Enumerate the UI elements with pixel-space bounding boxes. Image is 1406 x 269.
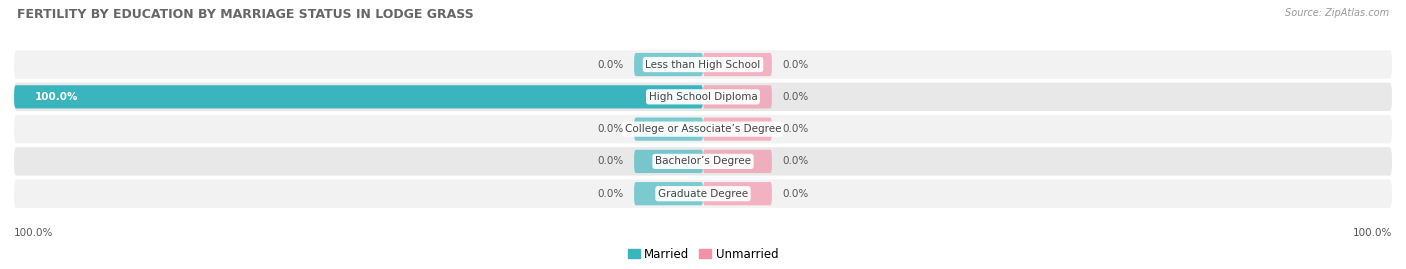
- Text: Graduate Degree: Graduate Degree: [658, 189, 748, 199]
- FancyBboxPatch shape: [14, 115, 1392, 143]
- Text: 100.0%: 100.0%: [1353, 228, 1392, 238]
- Text: 0.0%: 0.0%: [598, 156, 624, 167]
- FancyBboxPatch shape: [634, 150, 703, 173]
- Text: Less than High School: Less than High School: [645, 59, 761, 70]
- FancyBboxPatch shape: [14, 179, 1392, 208]
- Text: 0.0%: 0.0%: [598, 124, 624, 134]
- Text: College or Associate’s Degree: College or Associate’s Degree: [624, 124, 782, 134]
- FancyBboxPatch shape: [634, 182, 703, 205]
- Text: 0.0%: 0.0%: [782, 59, 808, 70]
- Text: 0.0%: 0.0%: [782, 156, 808, 167]
- FancyBboxPatch shape: [703, 150, 772, 173]
- Text: 100.0%: 100.0%: [14, 228, 53, 238]
- FancyBboxPatch shape: [703, 53, 772, 76]
- Text: 0.0%: 0.0%: [598, 59, 624, 70]
- Text: 0.0%: 0.0%: [782, 124, 808, 134]
- Text: 0.0%: 0.0%: [598, 189, 624, 199]
- Text: Bachelor’s Degree: Bachelor’s Degree: [655, 156, 751, 167]
- Text: 0.0%: 0.0%: [782, 189, 808, 199]
- FancyBboxPatch shape: [634, 118, 703, 141]
- Legend: Married, Unmarried: Married, Unmarried: [623, 243, 783, 265]
- FancyBboxPatch shape: [14, 50, 1392, 79]
- Text: Source: ZipAtlas.com: Source: ZipAtlas.com: [1285, 8, 1389, 18]
- FancyBboxPatch shape: [14, 85, 703, 108]
- Text: 0.0%: 0.0%: [782, 92, 808, 102]
- FancyBboxPatch shape: [703, 85, 772, 108]
- Text: 100.0%: 100.0%: [35, 92, 79, 102]
- FancyBboxPatch shape: [634, 53, 703, 76]
- FancyBboxPatch shape: [703, 182, 772, 205]
- Text: FERTILITY BY EDUCATION BY MARRIAGE STATUS IN LODGE GRASS: FERTILITY BY EDUCATION BY MARRIAGE STATU…: [17, 8, 474, 21]
- FancyBboxPatch shape: [703, 118, 772, 141]
- FancyBboxPatch shape: [14, 83, 1392, 111]
- FancyBboxPatch shape: [14, 147, 1392, 176]
- Text: High School Diploma: High School Diploma: [648, 92, 758, 102]
